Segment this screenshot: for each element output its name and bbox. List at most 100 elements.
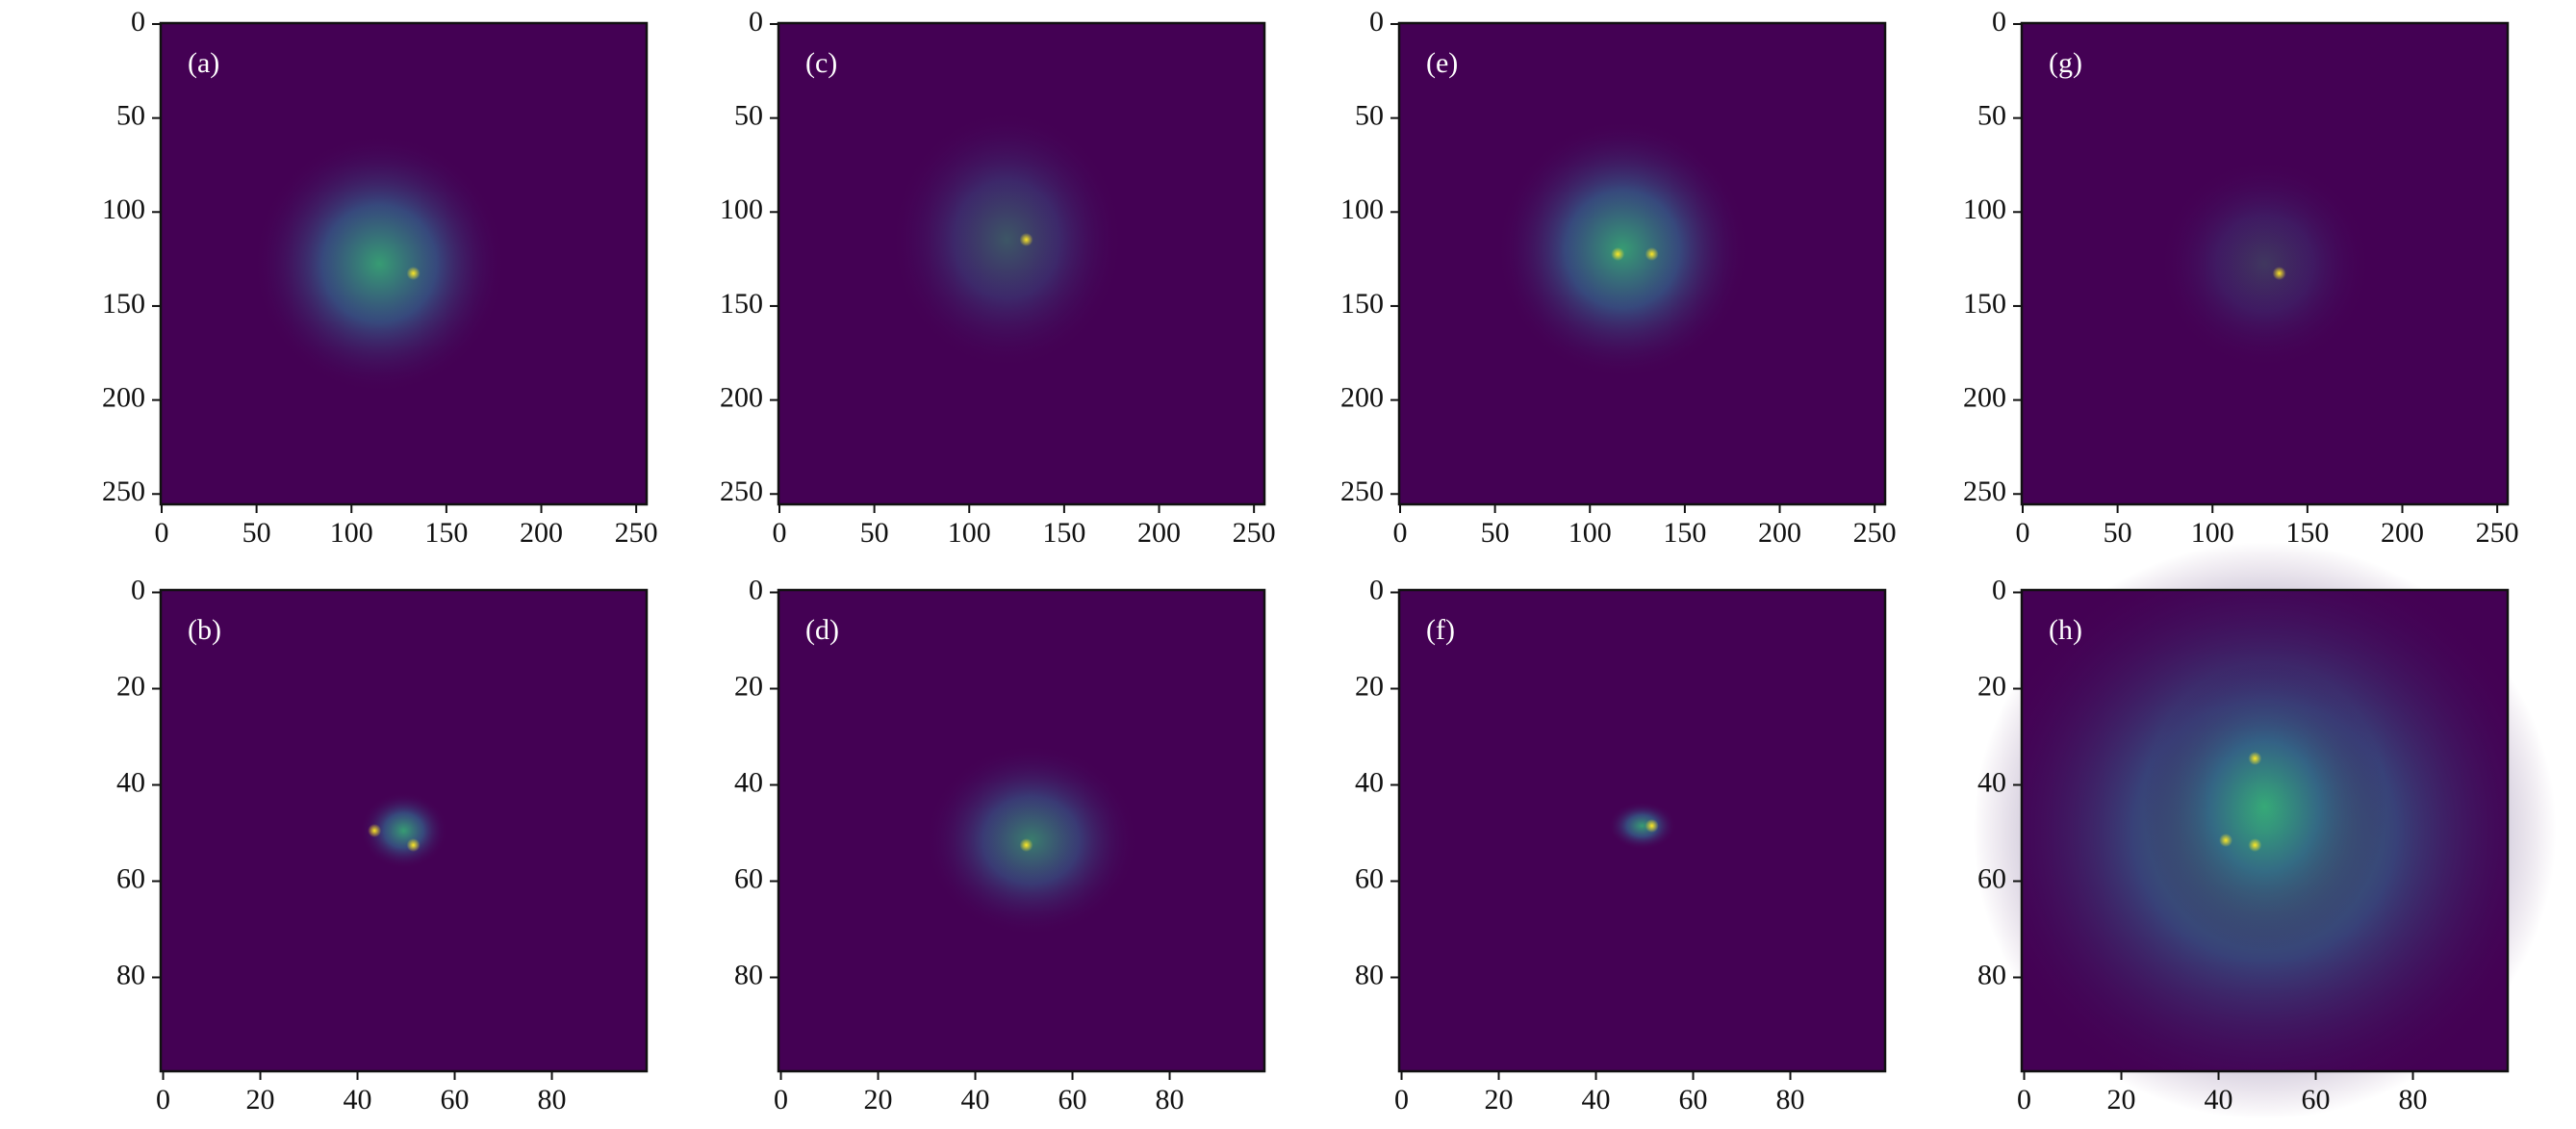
y-tick-label: 0 xyxy=(1992,574,2006,605)
x-tick-label: 40 xyxy=(1582,1084,1611,1116)
axes-frame xyxy=(159,21,649,506)
y-tick-label: 200 xyxy=(1340,381,1384,413)
intensity-glow xyxy=(252,134,506,394)
x-tick-label: 200 xyxy=(2381,517,2424,549)
y-tick-label: 200 xyxy=(102,381,145,413)
y-tick-label: 20 xyxy=(1977,670,2006,702)
y-tick-label: 0 xyxy=(131,6,145,38)
intensity-glow xyxy=(890,110,1124,370)
x-tick-label: 0 xyxy=(2015,517,2029,549)
panel-label: (b) xyxy=(188,614,221,646)
panel-label: (h) xyxy=(2049,614,2082,646)
x-tick-label: 100 xyxy=(1569,517,1612,549)
y-tick-label: 50 xyxy=(1977,100,2006,132)
y-tick-label: 150 xyxy=(720,288,763,320)
x-tick-label: 150 xyxy=(1663,517,1706,549)
y-tick-label: 100 xyxy=(102,193,145,225)
x-tick-label: 250 xyxy=(2476,517,2519,549)
y-tick-label: 20 xyxy=(1355,670,1384,702)
axes-frame xyxy=(777,21,1266,506)
intensity-glow xyxy=(2143,662,2386,951)
bright-spot xyxy=(2219,834,2233,847)
x-tick-label: 250 xyxy=(615,517,658,549)
x-tick-label: 200 xyxy=(1758,517,1801,549)
bright-spot xyxy=(2272,267,2286,280)
x-tick-label: 20 xyxy=(246,1084,275,1116)
panel-label: (a) xyxy=(188,47,219,79)
y-tick-label: 0 xyxy=(131,574,145,605)
intensity-glow xyxy=(2157,158,2372,370)
panel-label: (e) xyxy=(1426,47,1458,79)
bright-spot xyxy=(1019,233,1033,246)
x-tick-label: 20 xyxy=(1485,1084,1514,1116)
y-tick-label: 80 xyxy=(1977,959,2006,990)
x-tick-label: 200 xyxy=(520,517,563,549)
x-tick-label: 250 xyxy=(1233,517,1276,549)
x-tick-label: 0 xyxy=(154,517,168,549)
y-tick-label: 20 xyxy=(116,670,145,702)
bright-spot xyxy=(1019,838,1033,852)
y-tick-label: 100 xyxy=(720,193,763,225)
bright-spot xyxy=(406,267,421,280)
x-tick-label: 100 xyxy=(330,517,373,549)
x-tick-label: 0 xyxy=(2017,1084,2031,1116)
x-tick-label: 100 xyxy=(2191,517,2234,549)
y-tick-label: 40 xyxy=(734,766,763,798)
y-tick-label: 0 xyxy=(1992,6,2006,38)
axes-frame xyxy=(2020,21,2510,506)
y-tick-label: 150 xyxy=(1963,288,2006,320)
axes-frame xyxy=(777,588,1266,1073)
panel-label: (g) xyxy=(2049,47,2082,79)
y-tick-label: 60 xyxy=(116,862,145,894)
x-tick-label: 250 xyxy=(1853,517,1897,549)
x-tick-label: 150 xyxy=(2285,517,2329,549)
y-tick-label: 0 xyxy=(749,574,763,605)
panel-label: (c) xyxy=(805,47,837,79)
panel-label: (d) xyxy=(805,614,839,646)
x-tick-label: 80 xyxy=(1776,1084,1805,1116)
y-tick-label: 150 xyxy=(1340,288,1384,320)
x-tick-label: 100 xyxy=(948,517,991,549)
y-tick-label: 20 xyxy=(734,670,763,702)
x-tick-label: 60 xyxy=(1679,1084,1708,1116)
y-tick-label: 60 xyxy=(1977,862,2006,894)
intensity-glow xyxy=(1608,802,1676,850)
x-tick-label: 60 xyxy=(441,1084,470,1116)
bright-spot xyxy=(1645,247,1659,261)
x-tick-label: 150 xyxy=(1042,517,1085,549)
x-tick-label: 60 xyxy=(1058,1084,1087,1116)
x-tick-label: 50 xyxy=(242,517,271,549)
x-tick-label: 40 xyxy=(2205,1084,2233,1116)
x-tick-label: 50 xyxy=(860,517,889,549)
y-tick-label: 200 xyxy=(1963,381,2006,413)
x-tick-label: 50 xyxy=(2104,517,2132,549)
intensity-glow xyxy=(360,792,447,869)
x-tick-label: 0 xyxy=(772,517,786,549)
axes-frame xyxy=(1397,21,1887,506)
x-tick-label: 40 xyxy=(961,1084,990,1116)
y-tick-label: 80 xyxy=(1355,959,1384,990)
x-tick-label: 150 xyxy=(424,517,468,549)
y-tick-label: 0 xyxy=(1369,6,1384,38)
x-tick-label: 200 xyxy=(1137,517,1181,549)
x-tick-label: 80 xyxy=(2399,1084,2428,1116)
x-tick-label: 0 xyxy=(1392,517,1407,549)
intensity-glow xyxy=(1496,119,1749,379)
y-tick-label: 0 xyxy=(749,6,763,38)
x-tick-label: 60 xyxy=(2302,1084,2331,1116)
y-tick-label: 250 xyxy=(1963,475,2006,507)
y-tick-label: 50 xyxy=(734,100,763,132)
y-tick-label: 60 xyxy=(1355,862,1384,894)
axes-frame xyxy=(1397,588,1887,1073)
axes-frame xyxy=(2020,588,2510,1073)
bright-spot xyxy=(1645,819,1659,833)
x-tick-label: 80 xyxy=(538,1084,567,1116)
bright-spot xyxy=(406,838,421,852)
y-tick-label: 200 xyxy=(720,381,763,413)
bright-spot xyxy=(368,824,382,837)
y-tick-label: 40 xyxy=(116,766,145,798)
y-tick-label: 40 xyxy=(1355,766,1384,798)
y-tick-label: 100 xyxy=(1340,193,1384,225)
x-tick-label: 20 xyxy=(864,1084,893,1116)
